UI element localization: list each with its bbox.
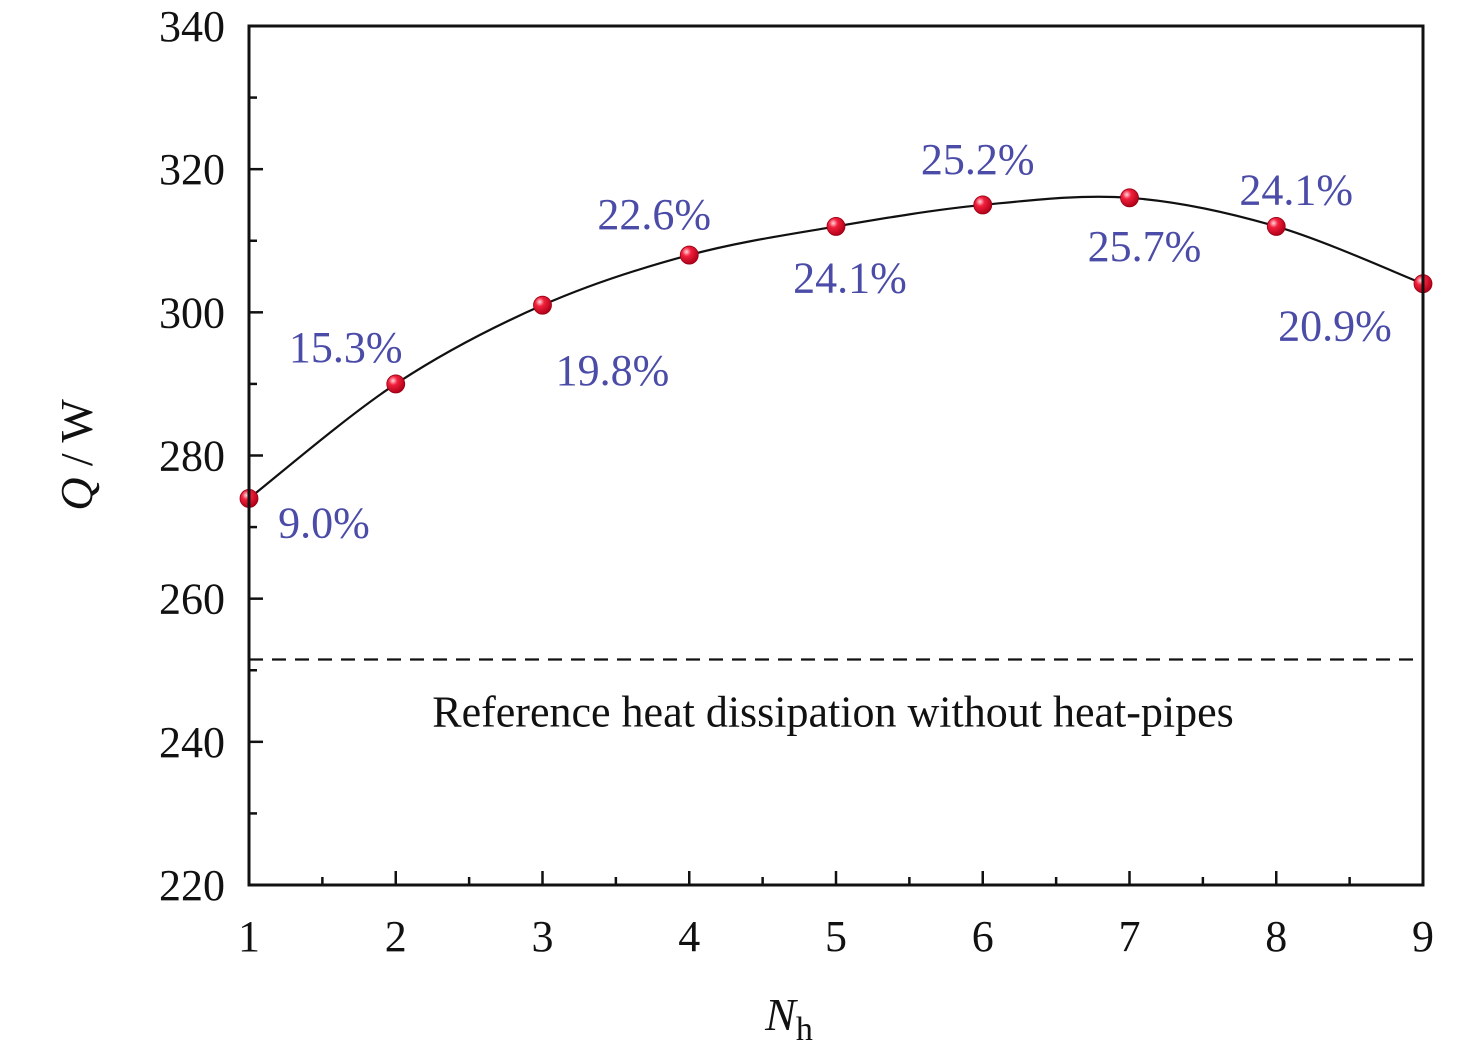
x-tick-label: 5 xyxy=(825,912,847,961)
y-axis: 220 240 260 280 300 320 340 xyxy=(159,2,263,910)
y-tick-label: 260 xyxy=(159,575,225,624)
x-tick-label: 4 xyxy=(678,912,700,961)
data-point xyxy=(1120,188,1139,208)
x-tick-label: 7 xyxy=(1119,912,1141,961)
x-tick-label: 2 xyxy=(385,912,407,961)
y-axis-title: Q / W xyxy=(51,399,102,511)
data-point xyxy=(973,195,993,215)
x-tick-label: 8 xyxy=(1265,912,1287,961)
x-tick-label: 1 xyxy=(238,912,260,961)
plot-area: Reference heat dissipation without heat-… xyxy=(239,135,1433,737)
data-label: 19.8% xyxy=(556,346,670,395)
data-label: 15.3% xyxy=(289,323,403,372)
data-label: 25.2% xyxy=(921,135,1035,184)
x-tick-label: 9 xyxy=(1412,912,1434,961)
y-axis-unit: / W xyxy=(51,399,102,478)
data-label: 22.6% xyxy=(597,190,711,239)
data-point xyxy=(679,245,699,265)
y-tick-label: 220 xyxy=(159,861,225,910)
data-label: 24.1% xyxy=(793,253,907,302)
data-label: 25.7% xyxy=(1088,222,1202,271)
y-tick-label: 240 xyxy=(159,718,225,767)
x-tick-label: 3 xyxy=(532,912,554,961)
series-group: 9.0% 15.3% 19.8% 22.6% 24.1% 25.2% 25.7% 24.1% 2… xyxy=(239,135,1433,547)
reference-label: Reference heat dissipation without heat-… xyxy=(432,688,1234,737)
data-point xyxy=(826,217,846,236)
y-tick-label: 340 xyxy=(159,2,225,51)
y-tick-label: 320 xyxy=(159,145,225,194)
data-label: 20.9% xyxy=(1278,302,1392,351)
y-tick-label: 300 xyxy=(159,288,225,337)
data-point xyxy=(1266,217,1286,236)
plot-frame xyxy=(247,24,1425,887)
x-axis-title: Nh xyxy=(764,989,813,1048)
y-tick-label: 280 xyxy=(159,432,225,481)
y-axis-symbol: Q xyxy=(51,478,102,511)
series-line xyxy=(248,195,1424,500)
x-axis: 1 2 3 4 5 6 7 8 9 xyxy=(238,871,1434,961)
data-label: 9.0% xyxy=(278,498,370,547)
data-point xyxy=(386,374,406,394)
x-axis-symbol: N xyxy=(764,989,798,1040)
data-label: 24.1% xyxy=(1239,165,1353,214)
x-tick-label: 6 xyxy=(972,912,994,961)
x-axis-subscript: h xyxy=(796,1011,813,1048)
data-point xyxy=(533,295,552,315)
